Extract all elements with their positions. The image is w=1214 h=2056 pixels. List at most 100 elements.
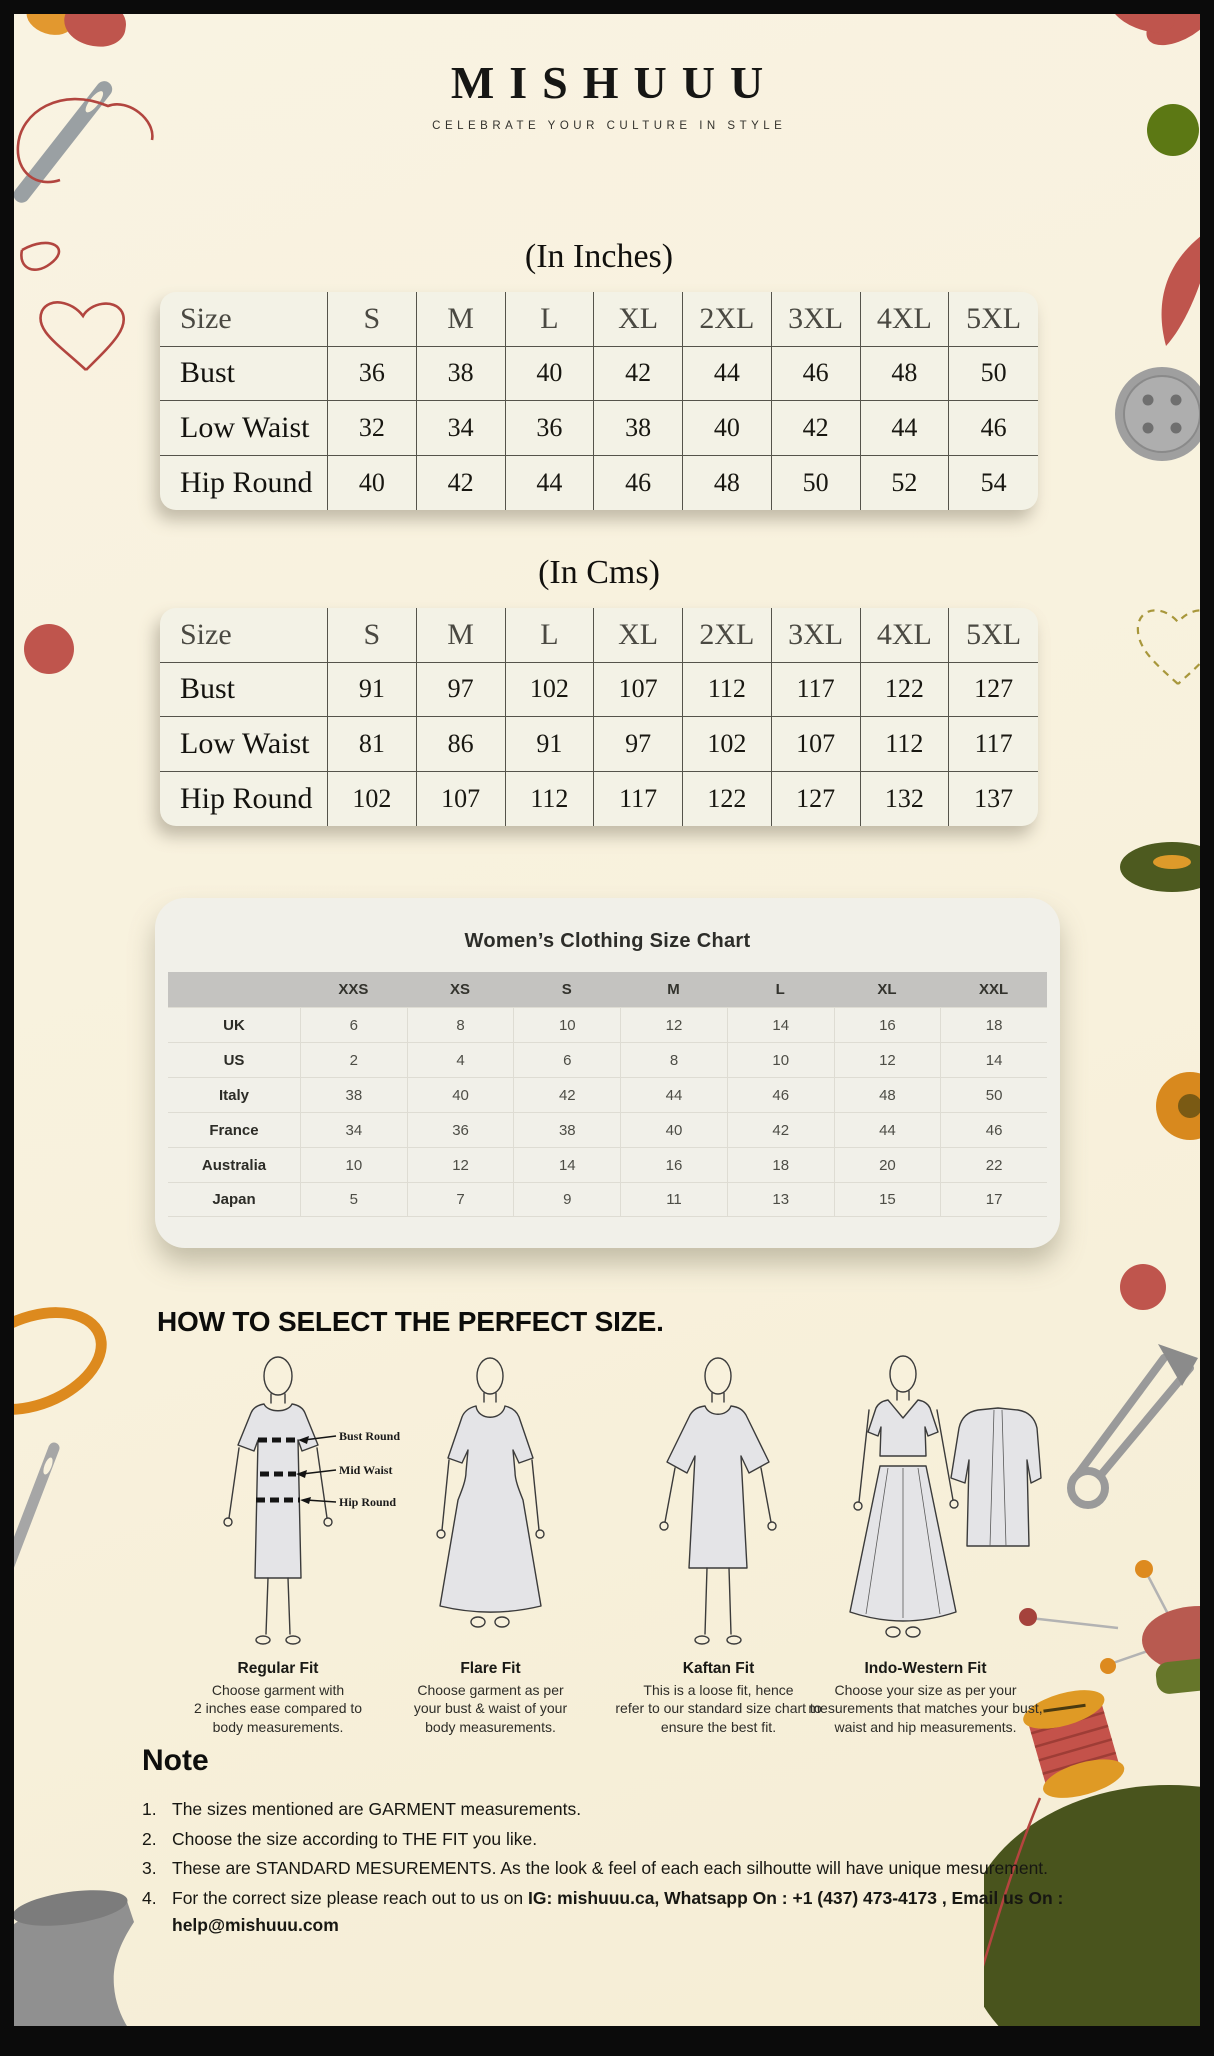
cell-value: 44: [620, 1077, 727, 1112]
note-item: 4. For the correct size please reach out…: [142, 1885, 1072, 1940]
cell-value: 18: [726, 1147, 834, 1182]
cell-value: 14: [940, 1042, 1047, 1077]
cell-value: 14: [513, 1147, 621, 1182]
row-label: Japan: [168, 1182, 300, 1217]
inches-size-table: Size S M L XL 2XL 3XL 4XL 5XL Bust 36 38 40 42 44 46 48 5…: [160, 292, 1038, 510]
cell-value: 81: [328, 717, 417, 772]
cell-value: 122: [683, 771, 772, 826]
row-label: Hip Round: [160, 771, 328, 826]
row-label: US: [168, 1042, 300, 1077]
cell-value: 22: [940, 1147, 1047, 1182]
note-item-text: The sizes mentioned are GARMENT measurem…: [172, 1799, 582, 1819]
cell-value: 102: [683, 717, 772, 772]
note-list: 1. The sizes mentioned are GARMENT measu…: [142, 1796, 1072, 1942]
column-header: Size: [160, 292, 328, 347]
note-item-text: For the correct size please reach out to…: [172, 1887, 529, 1908]
regular-fit-caption: Regular Fit Choose garment with 2 inches…: [162, 1660, 394, 1736]
cell-value: 46: [594, 455, 683, 510]
cell-value: 6: [300, 1007, 407, 1042]
column-header: 3XL: [771, 292, 861, 347]
cell-value: 20: [833, 1147, 941, 1182]
column-header: Size: [160, 608, 328, 663]
cell-value: 42: [513, 1077, 621, 1112]
column-header: [168, 972, 300, 1007]
cell-value: 13: [726, 1182, 834, 1217]
column-header: 3XL: [771, 608, 861, 663]
cms-size-table: Size S M L XL 2XL 3XL 4XL 5XL Bust 91 97 102 107 112 11…: [160, 608, 1038, 826]
cell-value: 15: [833, 1182, 941, 1217]
column-header: 2XL: [683, 608, 772, 663]
cell-value: 8: [620, 1042, 727, 1077]
cell-value: 86: [416, 717, 506, 772]
column-header: 5XL: [949, 292, 1038, 347]
cell-value: 127: [772, 771, 861, 826]
cell-value: 16: [833, 1007, 941, 1042]
cell-value: 91: [328, 662, 417, 717]
row-label: Low Waist: [160, 717, 328, 772]
cell-value: 107: [771, 717, 861, 772]
note-item: 1. The sizes mentioned are GARMENT measu…: [142, 1796, 1072, 1824]
cell-value: 36: [328, 346, 417, 401]
cell-value: 46: [771, 346, 861, 401]
thread-spool-decoration: [984, 1690, 1214, 2056]
cell-value: 122: [860, 662, 950, 717]
fit-description: Choose garment as per your bust & waist …: [413, 1682, 568, 1735]
cell-value: 44: [860, 401, 950, 456]
cell-value: 117: [594, 771, 683, 826]
cell-value: 137: [974, 783, 1014, 813]
column-header: S: [328, 292, 417, 347]
cell-value: 44: [683, 346, 772, 401]
row-label: Australia: [168, 1147, 300, 1182]
cell-value: 2: [300, 1042, 407, 1077]
note-item-number: 4.: [142, 1887, 157, 1908]
safety-pin-decoration: [1067, 1344, 1198, 1509]
olive-circle-decoration: [1147, 104, 1199, 156]
cell-value: 12: [833, 1042, 941, 1077]
flare-fit-figure: [436, 1357, 545, 1628]
cell-value: 17: [940, 1182, 1047, 1217]
cell-value: 12: [406, 1147, 514, 1182]
cell-value: 50: [772, 455, 861, 510]
cell-value: 50: [949, 347, 1038, 401]
fit-section-heading: HOW TO SELECT THE PERFECT SIZE.: [157, 1306, 664, 1337]
cell-value: 102: [505, 662, 595, 717]
red-circle-decoration: [1120, 1264, 1166, 1310]
cell-value: 127: [949, 663, 1038, 717]
column-header: S: [513, 972, 621, 1007]
cell-value: 48: [833, 1077, 941, 1112]
cell-value: 50: [940, 1077, 1047, 1112]
dashed-heart-decoration: [1136, 609, 1214, 685]
indo-western-fit-figure: [849, 1355, 1042, 1638]
cell-value: 36: [406, 1112, 514, 1147]
cell-value: 48: [683, 455, 772, 510]
cell-value: 38: [300, 1077, 407, 1112]
note-item-text: These are STANDARD MESUREMENTS. As the l…: [172, 1858, 1049, 1878]
regular-fit-figure: Bust Round Mid Waist Hip Round: [223, 1356, 400, 1645]
cell-value: 42: [726, 1112, 834, 1147]
orange-spool-decoration: [1156, 1072, 1214, 1140]
cell-value: 97: [594, 717, 683, 772]
cell-value: 11: [620, 1182, 727, 1217]
column-header: L: [726, 972, 834, 1007]
women-size-table: XXS XS S M L XL XXL UK 6 8 10 12 14 16 18 US 2 4 6 8 10 12 14 I…: [168, 972, 1047, 1217]
cell-value: 40: [505, 346, 595, 401]
needle-thread-decoration: [13, 81, 154, 371]
cell-value: 46: [949, 401, 1038, 456]
cell-value: 40: [328, 455, 417, 510]
cell-value: 38: [416, 346, 506, 401]
cell-value: 34: [416, 401, 506, 456]
column-header: XS: [406, 972, 514, 1007]
column-header: L: [505, 608, 595, 663]
cell-value: 42: [594, 346, 683, 401]
bust-round-label: Bust Round: [339, 1429, 400, 1443]
fit-description: This is a loose fit, hence refer to our …: [615, 1682, 822, 1735]
olive-ellipse-decoration: [1120, 842, 1214, 892]
cell-value: 10: [726, 1042, 834, 1077]
note-item: 3. These are STANDARD MESUREMENTS. As th…: [142, 1855, 1072, 1883]
cell-value: 91: [505, 717, 595, 772]
column-header: 4XL: [860, 292, 950, 347]
cell-value: 14: [726, 1007, 834, 1042]
column-header: XL: [594, 292, 683, 347]
column-header: XL: [833, 972, 941, 1007]
cell-value: 112: [506, 771, 595, 826]
